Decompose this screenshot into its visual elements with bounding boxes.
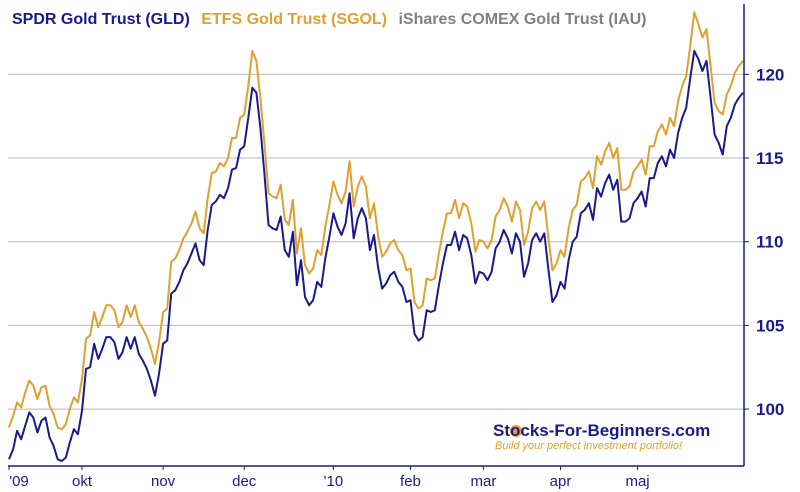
title-iau: iShares COMEX Gold Trust (IAU) xyxy=(398,11,646,28)
x-tick-label-2: nov xyxy=(151,473,176,490)
x-tick-label-6: mar xyxy=(471,473,497,490)
series-lines xyxy=(8,11,744,462)
gridlines xyxy=(8,73,744,410)
x-tick-label-8: maj xyxy=(625,473,649,490)
x-tick-label-5: feb xyxy=(400,473,421,490)
watermark-tagline: Build your perfect investment portfolio! xyxy=(495,440,682,452)
x-tick-label-0: '09 xyxy=(9,473,29,490)
series-line-sgol xyxy=(8,11,744,431)
y-tick-label-115: 115 xyxy=(756,149,783,168)
y-tick-label-100: 100 xyxy=(756,400,784,419)
chart-title: SPDR Gold Trust (GLD) ETFS Gold Trust (S… xyxy=(12,11,647,28)
watermark: Stocks-For-Beginners.com Build your perf… xyxy=(493,421,710,452)
x-tick-label-7: apr xyxy=(550,473,572,490)
watermark-brand: Stocks-For-Beginners.com xyxy=(493,421,710,440)
y-tick-label-110: 110 xyxy=(756,233,783,252)
y-tick-labels: 100 105 110 115 120 xyxy=(744,65,784,419)
y-tick-label-105: 105 xyxy=(756,316,784,335)
x-tick-labels: '09 okt nov dec '10 feb mar apr maj xyxy=(8,466,650,490)
series-line-gld xyxy=(8,49,744,462)
x-tick-label-1: okt xyxy=(72,473,93,490)
y-tick-label-120: 120 xyxy=(756,65,784,84)
x-tick-label-4: '10 xyxy=(324,473,344,490)
x-tick-label-3: dec xyxy=(232,473,257,490)
title-sgol: ETFS Gold Trust (SGOL) xyxy=(201,11,387,28)
title-gld: SPDR Gold Trust (GLD) xyxy=(12,11,190,28)
coin-logo xyxy=(510,425,522,437)
